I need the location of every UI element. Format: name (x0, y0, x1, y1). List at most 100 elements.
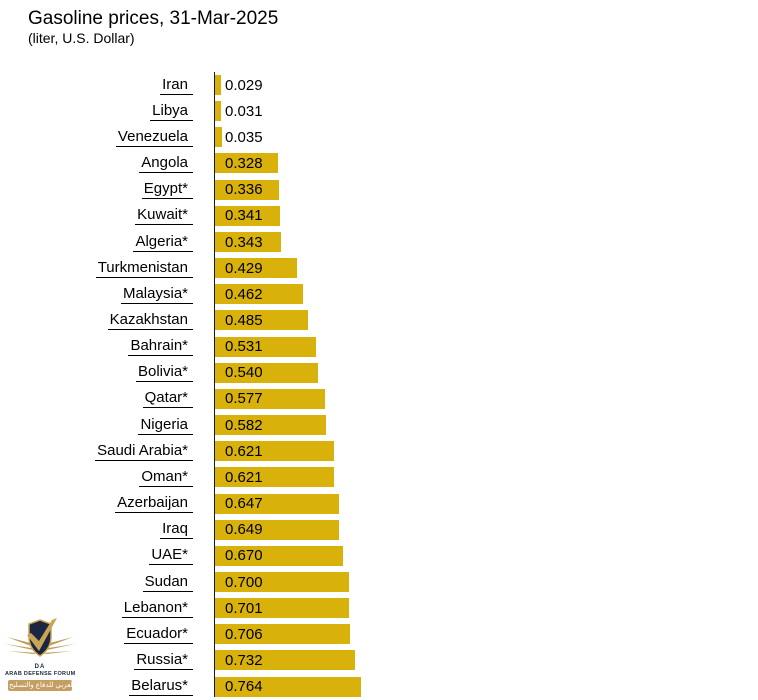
chart-row: Russia* 0.732 (0, 647, 758, 673)
price-value: 0.531 (225, 338, 263, 356)
chart-row: Venezuela 0.035 (0, 124, 758, 150)
price-value: 0.341 (225, 207, 263, 225)
country-label[interactable]: Algeria* (133, 233, 193, 252)
price-bar (215, 284, 304, 305)
chart-row: UAE* 0.670 (0, 543, 758, 569)
chart-row: Azerbaijan 0.647 (0, 491, 758, 517)
chart-row: Qatar* 0.577 (0, 386, 758, 412)
country-label-cell: UAE* (0, 543, 193, 569)
country-label[interactable]: Saudi Arabia* (95, 442, 193, 461)
price-value: 0.035 (225, 128, 263, 146)
price-bar (215, 153, 278, 174)
price-value: 0.577 (225, 390, 263, 408)
price-value: 0.701 (225, 599, 263, 617)
chart-row: Oman* 0.621 (0, 464, 758, 490)
country-label-cell: Venezuela (0, 124, 193, 150)
country-label-cell: Bahrain* (0, 334, 193, 360)
country-label-cell: Saudi Arabia* (0, 438, 193, 464)
price-value: 0.462 (225, 285, 263, 303)
country-label[interactable]: Belarus* (129, 677, 193, 697)
country-label[interactable]: Angola (139, 154, 193, 174)
chart-subtitle: (liter, U.S. Dollar) (28, 30, 135, 46)
price-value: 0.328 (225, 155, 263, 173)
country-label[interactable]: Malaysia* (120, 285, 193, 304)
bar-chart: Iran 0.029 Libya 0.031 Venezuela 0.035 Angola 0… (0, 72, 758, 700)
price-value: 0.029 (225, 76, 263, 94)
price-bar (215, 676, 361, 697)
arab-defense-forum-watermark: DA ARAB DEFENSE FORUM المنتدى العربي للد… (5, 616, 75, 691)
chart-row: Angola 0.328 (0, 150, 758, 176)
price-bar (215, 336, 317, 357)
eagle-shield-emblem-icon (5, 618, 75, 657)
country-label[interactable]: Kuwait* (135, 206, 193, 226)
price-bar (215, 179, 280, 200)
country-label[interactable]: Turkmenistan (95, 259, 193, 278)
chart-row: Ecuador* 0.706 (0, 621, 758, 647)
price-bar (215, 75, 221, 95)
country-label-cell: Iran (0, 72, 193, 98)
country-label[interactable]: Iran (160, 76, 193, 95)
chart-row: Bolivia* 0.540 (0, 360, 758, 386)
country-label[interactable]: Venezuela (115, 128, 193, 147)
country-label[interactable]: Bahrain* (128, 337, 193, 357)
price-bar (215, 127, 222, 148)
country-label-cell: Turkmenistan (0, 255, 193, 281)
chart-row: Libya 0.031 (0, 98, 758, 124)
price-value: 0.764 (225, 678, 263, 696)
price-value: 0.429 (225, 259, 263, 277)
chart-row: Nigeria 0.582 (0, 412, 758, 438)
country-label[interactable]: Egypt* (141, 180, 193, 200)
price-value: 0.582 (225, 416, 263, 434)
country-label-cell: Libya (0, 98, 193, 124)
price-value: 0.031 (225, 102, 263, 120)
country-label[interactable]: Azerbaijan (115, 494, 193, 514)
country-label[interactable]: Kazakhstan (107, 311, 193, 330)
country-label-cell: Bolivia* (0, 360, 193, 386)
price-bar (215, 101, 221, 122)
price-bar (215, 441, 334, 462)
price-bar (215, 598, 349, 619)
country-label-cell: Azerbaijan (0, 491, 193, 517)
watermark-arabic-text: المنتدى العربي للدفاع والتسليح (8, 679, 72, 691)
country-label-cell: Russia* (0, 647, 193, 673)
price-bar (215, 258, 297, 279)
price-value: 0.670 (225, 547, 263, 565)
chart-row: Bahrain* 0.531 (0, 334, 758, 360)
country-label-cell: Belarus* (0, 674, 193, 700)
price-value: 0.706 (225, 625, 263, 643)
country-label[interactable]: UAE* (149, 546, 193, 566)
chart-row: Sudan 0.700 (0, 569, 758, 595)
chart-row: Malaysia* 0.462 (0, 281, 758, 307)
country-label-cell: Algeria* (0, 229, 193, 255)
price-bar (215, 415, 327, 436)
chart-row: Saudi Arabia* 0.621 (0, 438, 758, 464)
country-label-cell: Sudan (0, 569, 193, 595)
country-label[interactable]: Iraq (160, 520, 193, 540)
price-bar (215, 388, 326, 409)
price-value: 0.621 (225, 468, 263, 486)
y-axis-line (214, 72, 216, 697)
country-label-cell: Nigeria (0, 412, 193, 438)
country-label[interactable]: Russia* (134, 651, 193, 671)
country-label[interactable]: Lebanon* (121, 599, 193, 618)
price-value: 0.343 (225, 233, 263, 251)
price-value: 0.647 (225, 495, 263, 513)
country-label-cell: Ecuador* (0, 621, 193, 647)
country-label[interactable]: Oman* (139, 468, 193, 487)
price-bar (215, 624, 350, 645)
country-label-cell: Qatar* (0, 386, 193, 412)
price-bar (215, 519, 339, 540)
country-label[interactable]: Libya (150, 102, 193, 121)
chart-row: Turkmenistan 0.429 (0, 255, 758, 281)
country-label[interactable]: Nigeria (138, 416, 193, 435)
country-label-cell: Oman* (0, 464, 193, 490)
country-label[interactable]: Sudan (142, 573, 193, 592)
price-bar (215, 231, 281, 252)
price-bar (215, 571, 349, 592)
watermark-org-name: ARAB DEFENSE FORUM (5, 671, 76, 677)
price-bar (215, 493, 339, 514)
country-label[interactable]: Ecuador* (124, 625, 193, 644)
price-value: 0.540 (225, 364, 263, 382)
country-label[interactable]: Qatar* (142, 389, 193, 409)
country-label[interactable]: Bolivia* (135, 363, 193, 383)
